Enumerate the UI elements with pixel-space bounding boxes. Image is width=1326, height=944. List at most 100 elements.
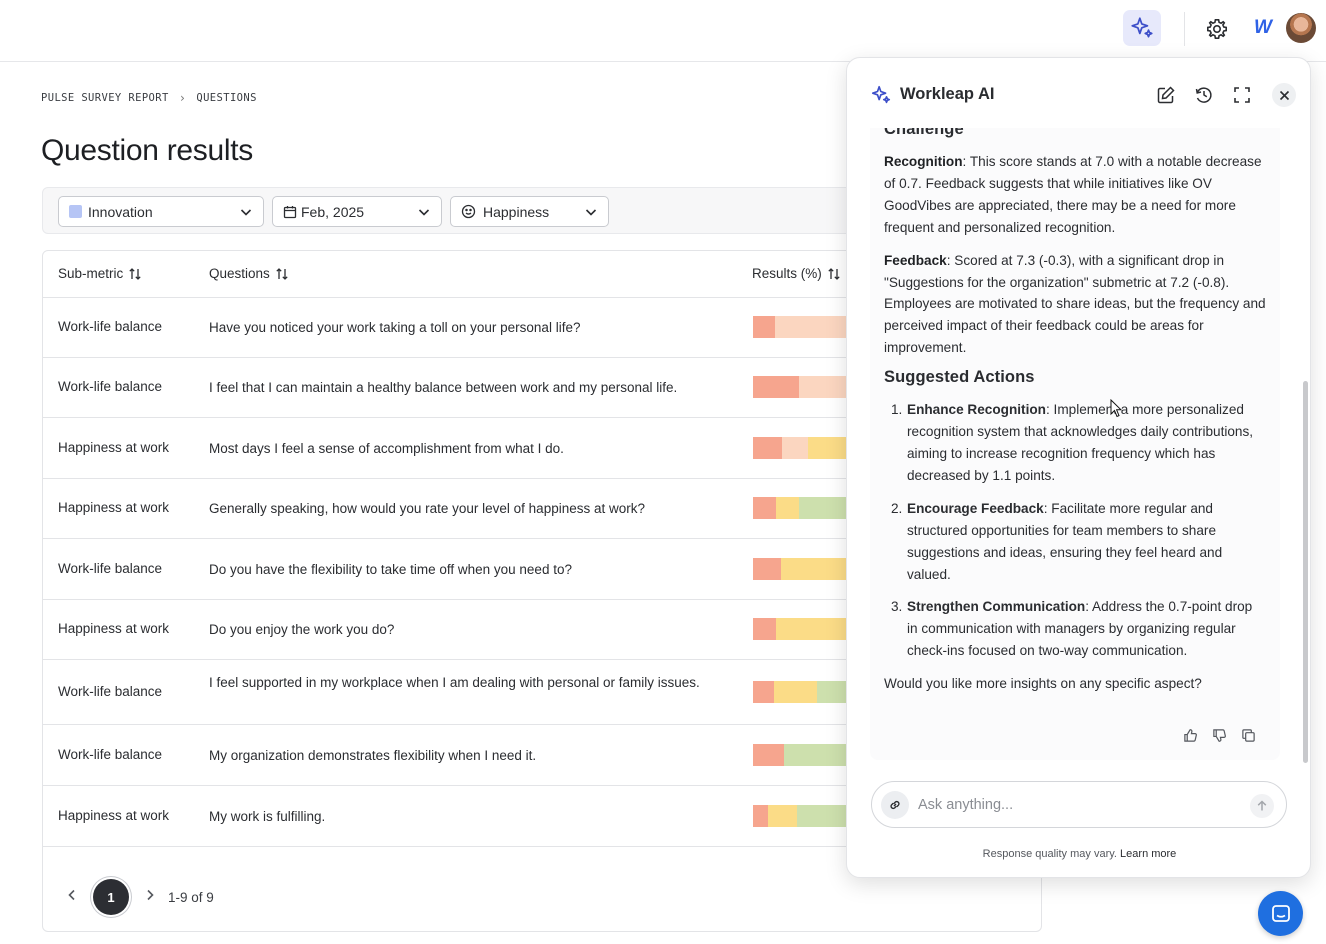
thumbs-up-icon[interactable] bbox=[1183, 728, 1198, 743]
top-bar: W bbox=[0, 0, 1326, 62]
closing-question: Would you like more insights on any spec… bbox=[884, 676, 1202, 692]
expand-icon bbox=[1234, 87, 1250, 103]
history-icon bbox=[1195, 87, 1212, 103]
breadcrumb-root[interactable]: PULSE SURVEY REPORT bbox=[41, 92, 169, 104]
mouse-cursor-icon bbox=[1110, 399, 1122, 418]
cell-question: I feel supported in my workplace when I … bbox=[209, 675, 700, 690]
link-icon bbox=[890, 800, 900, 810]
cell-question: Do you enjoy the work you do? bbox=[209, 622, 395, 637]
suggested-actions-list: 1. Enhance Recognition: Implement a more … bbox=[884, 399, 1266, 662]
breadcrumb: PULSE SURVEY REPORT › QUESTIONS bbox=[41, 91, 257, 105]
panel-scrollbar[interactable] bbox=[1303, 381, 1308, 763]
response-disclaimer: Response quality may vary. Learn more bbox=[847, 848, 1310, 860]
ask-anything-input[interactable] bbox=[918, 794, 1238, 816]
period-select[interactable]: Feb, 2025 bbox=[272, 196, 442, 227]
bar-segment bbox=[753, 436, 782, 459]
sparkle-icon bbox=[1131, 17, 1153, 38]
cell-submetric: Work-life balance bbox=[58, 746, 163, 762]
chevron-down-icon bbox=[585, 208, 597, 216]
column-header-questions[interactable]: Questions bbox=[209, 266, 289, 281]
sparkle-icon bbox=[871, 85, 891, 104]
list-number: 2. bbox=[891, 500, 903, 516]
cell-submetric: Happiness at work bbox=[58, 439, 170, 455]
section-heading-actions: Suggested Actions bbox=[884, 368, 1035, 387]
action-text: : Implement a more personalized recognit… bbox=[907, 402, 1254, 483]
recognition-label: Recognition bbox=[884, 154, 963, 169]
metric-color-swatch bbox=[69, 205, 82, 218]
sort-icon bbox=[828, 267, 840, 280]
column-header-label: Sub-metric bbox=[58, 266, 124, 281]
chevron-left-icon[interactable] bbox=[65, 888, 79, 902]
cell-question: Have you noticed your work taking a toll… bbox=[209, 320, 581, 335]
list-item: 1. Enhance Recognition: Implement a more … bbox=[884, 399, 1266, 487]
recognition-text: : This score stands at 7.0 with a notabl… bbox=[884, 154, 1262, 235]
action-label: Enhance Recognition bbox=[907, 402, 1046, 418]
ai-composer bbox=[871, 781, 1287, 828]
support-chat-button[interactable] bbox=[1258, 891, 1303, 936]
bar-segment bbox=[768, 804, 797, 827]
category-select[interactable]: Happiness bbox=[450, 196, 609, 227]
cell-question: Generally speaking, how would you rate y… bbox=[209, 501, 645, 516]
gear-icon bbox=[1207, 19, 1227, 39]
page-button-current[interactable]: 1 bbox=[93, 879, 129, 915]
table-header: Sub-metric Questions Results (%) bbox=[43, 251, 1041, 298]
copy-icon[interactable] bbox=[1241, 728, 1256, 743]
response-feedback-actions bbox=[1183, 728, 1256, 743]
send-button[interactable] bbox=[1250, 794, 1274, 818]
bar-segment bbox=[753, 804, 769, 827]
cell-submetric: Work-life balance bbox=[58, 683, 163, 699]
pagination: 1 1-9 of 9 bbox=[43, 863, 1041, 923]
action-text: : Facilitate more regular and structured… bbox=[907, 500, 1223, 582]
toolbar-divider bbox=[1184, 12, 1185, 46]
cell-question: I feel that I can maintain a healthy bal… bbox=[209, 380, 678, 395]
history-button[interactable] bbox=[1193, 84, 1215, 106]
cell-submetric: Happiness at work bbox=[58, 500, 170, 515]
workleap-logo[interactable]: W bbox=[1250, 15, 1276, 41]
feedback-text: : Scored at 7.3 (-0.3), with a significa… bbox=[884, 252, 1266, 356]
pagination-range: 1-9 of 9 bbox=[168, 890, 214, 905]
cell-question: My organization demonstrates flexibility… bbox=[209, 747, 537, 763]
ai-assistant-panel: Workleap AI Challenge Recognition: This … bbox=[846, 57, 1311, 878]
ai-panel-header: Workleap AI bbox=[847, 58, 1310, 128]
section-heading-challenge: Challenge bbox=[884, 128, 964, 138]
page-title: Question results bbox=[41, 134, 253, 167]
metric-select[interactable]: Innovation bbox=[58, 196, 264, 227]
expand-button[interactable] bbox=[1231, 84, 1253, 106]
ai-assistant-button[interactable] bbox=[1123, 10, 1161, 46]
category-select-value: Happiness bbox=[483, 203, 550, 220]
list-number: 3. bbox=[891, 599, 903, 615]
column-header-label: Results (%) bbox=[752, 266, 822, 281]
chevron-right-icon[interactable] bbox=[143, 888, 157, 902]
cell-question: Do you have the flexibility to take time… bbox=[209, 561, 572, 577]
cell-submetric: Work-life balance bbox=[58, 379, 163, 394]
thumbs-down-icon[interactable] bbox=[1212, 728, 1227, 743]
period-select-value: Feb, 2025 bbox=[301, 203, 365, 220]
bar-segment bbox=[781, 436, 809, 459]
column-header-submetric[interactable]: Sub-metric bbox=[58, 266, 142, 281]
settings-button[interactable] bbox=[1203, 15, 1231, 43]
cell-submetric: Work-life balance bbox=[58, 319, 163, 334]
smiley-icon bbox=[461, 204, 476, 219]
send-icon bbox=[1257, 800, 1267, 811]
attach-button[interactable] bbox=[881, 791, 909, 819]
chevron-down-icon bbox=[240, 208, 252, 216]
sort-icon bbox=[129, 267, 141, 280]
breadcrumb-current: QUESTIONS bbox=[196, 92, 257, 104]
breadcrumb-separator-icon: › bbox=[178, 91, 187, 105]
metric-select-value: Innovation bbox=[88, 203, 153, 220]
column-header-label: Questions bbox=[209, 266, 270, 281]
disclaimer-text: Response quality may vary. bbox=[982, 848, 1117, 860]
learn-more-link[interactable]: Learn more bbox=[1120, 848, 1177, 860]
column-header-results[interactable]: Results (%) bbox=[752, 266, 841, 281]
recognition-paragraph: Recognition: This score stands at 7.0 wi… bbox=[884, 151, 1266, 239]
new-chat-button[interactable] bbox=[1155, 84, 1177, 106]
list-item: 2. Encourage Feedback: Facilitate more re… bbox=[884, 498, 1266, 586]
bar-segment bbox=[753, 680, 775, 703]
sort-icon bbox=[276, 267, 288, 280]
user-avatar[interactable] bbox=[1286, 13, 1316, 43]
cell-submetric: Work-life balance bbox=[58, 560, 163, 576]
edit-icon bbox=[1157, 86, 1175, 104]
chat-icon bbox=[1271, 904, 1290, 922]
feedback-paragraph: Feedback: Scored at 7.3 (-0.3), with a s… bbox=[884, 250, 1266, 360]
close-panel-button[interactable] bbox=[1272, 83, 1296, 107]
